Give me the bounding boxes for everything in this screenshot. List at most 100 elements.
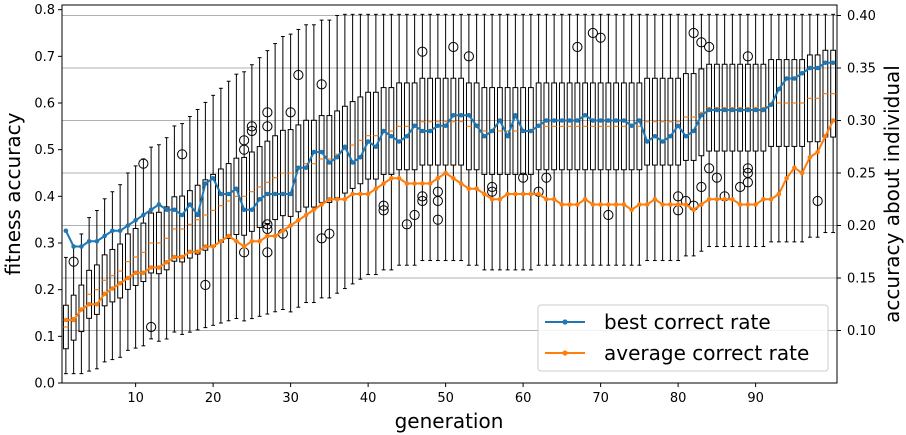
outlier-point [177,149,188,160]
outlier-point [742,51,753,62]
average-correct-rate-point [714,196,720,202]
y-left-tick-label: 0.5 [34,143,55,158]
average-correct-rate-point [133,270,138,276]
y-left-tick-label: 0.1 [34,330,55,345]
average-correct-rate-point [582,196,588,202]
best-correct-rate-point [249,207,255,213]
y-right-tick-label: 0.20 [847,219,876,234]
average-correct-rate-point [551,196,557,202]
best-correct-rate-point [148,207,154,213]
best-correct-rate-point [358,154,363,160]
best-correct-rate-point [303,165,309,171]
outlier-point [316,233,327,244]
best-correct-rate-point [784,76,789,81]
average-correct-rate-point [241,244,247,249]
average-correct-rate-point [753,202,758,207]
x-axis-title: generation [395,409,504,433]
legend: best correct rate average correct rate [537,304,829,372]
series-lines [63,60,836,323]
best-correct-rate-point [79,244,84,249]
y-right-tick-label: 0.10 [847,324,876,339]
best-correct-rate-point [86,238,92,244]
best-correct-rate-point [505,133,510,139]
average-correct-rate-point [420,181,425,186]
average-correct-rate-point [598,202,603,207]
outlier-point [448,41,459,53]
average-correct-rate-point [86,301,92,307]
average-correct-rate-point [396,175,402,181]
average-correct-rate-point [210,244,216,249]
best-correct-rate-point [342,144,348,150]
best-correct-rate-point [714,107,720,113]
outlier-point [541,172,552,183]
best-correct-rate-point [792,76,797,81]
best-correct-rate-point [482,133,487,139]
outlier-point [146,321,157,333]
average-correct-rate-point [435,175,441,181]
outlier-point [239,144,250,155]
best-correct-rate-point [226,191,231,197]
average-correct-rate-point [768,196,774,202]
average-correct-rate-point [528,191,534,197]
y-left-tick-label: 0.0 [34,377,55,392]
average-correct-rate-point [637,202,642,207]
best-correct-rate-point [396,139,402,144]
best-correct-rate-point [807,65,813,71]
best-correct-rate-point [668,133,673,139]
best-correct-rate-point [427,128,433,134]
x-tick-label: 20 [205,391,222,406]
outlier-point [735,181,746,193]
average-correct-rate-point [156,265,162,270]
average-correct-rate-point [520,191,526,197]
best-correct-rate-point [94,238,100,244]
best-correct-rate-point [381,128,386,134]
x-tick-label: 10 [127,391,144,406]
best-correct-rate-point [210,175,216,181]
outlier-point [432,214,443,225]
best-correct-rate-point [187,202,193,207]
average-correct-rate-point [334,196,340,202]
average-correct-rate-point [350,191,355,197]
legend-average-marker [562,350,568,356]
y-left-tick-label: 0.4 [34,190,55,205]
best-correct-rate-point [179,212,185,218]
y-left-tick-label: 0.2 [34,283,55,298]
best-correct-rate-point [559,118,565,123]
outlier-point [704,163,715,174]
best-correct-rate-point [319,149,324,155]
average-correct-rate-point [203,244,208,249]
average-correct-rate-point [745,202,751,207]
outlier-point [417,195,428,207]
average-correct-rate-point [63,317,69,323]
average-correct-rate-point [226,233,231,239]
outlier-point [138,158,149,169]
legend-best-label: best correct rate [604,310,771,334]
average-correct-rate-point [234,238,239,244]
best-correct-rate-point [125,223,131,228]
outlier-point [432,195,443,207]
best-correct-rate-point [768,102,774,108]
best-correct-rate-point [613,118,619,123]
average-correct-rate-point [776,191,782,197]
x-tick-label: 40 [360,391,377,406]
best-correct-rate-point [528,128,534,134]
average-correct-rate-point [761,196,766,202]
outlier-point [742,177,753,188]
average-correct-rate-point [644,202,650,207]
outlier-point [324,228,335,239]
average-correct-rate-point [358,191,363,197]
average-correct-rate-point [458,181,464,186]
x-tick-label: 90 [747,391,764,406]
outlier-point [316,79,327,90]
average-correct-rate-point [536,191,541,197]
best-correct-rate-point [389,133,394,139]
average-correct-rate-point [722,196,727,202]
y-left-tick-label: 0.8 [34,3,55,18]
best-correct-rate-point [606,118,611,123]
average-correct-rate-point [71,317,76,323]
outlier-point [688,27,699,39]
average-correct-rate-point [652,196,658,202]
average-correct-rate-point [629,207,634,213]
best-correct-rate-point [706,107,712,113]
